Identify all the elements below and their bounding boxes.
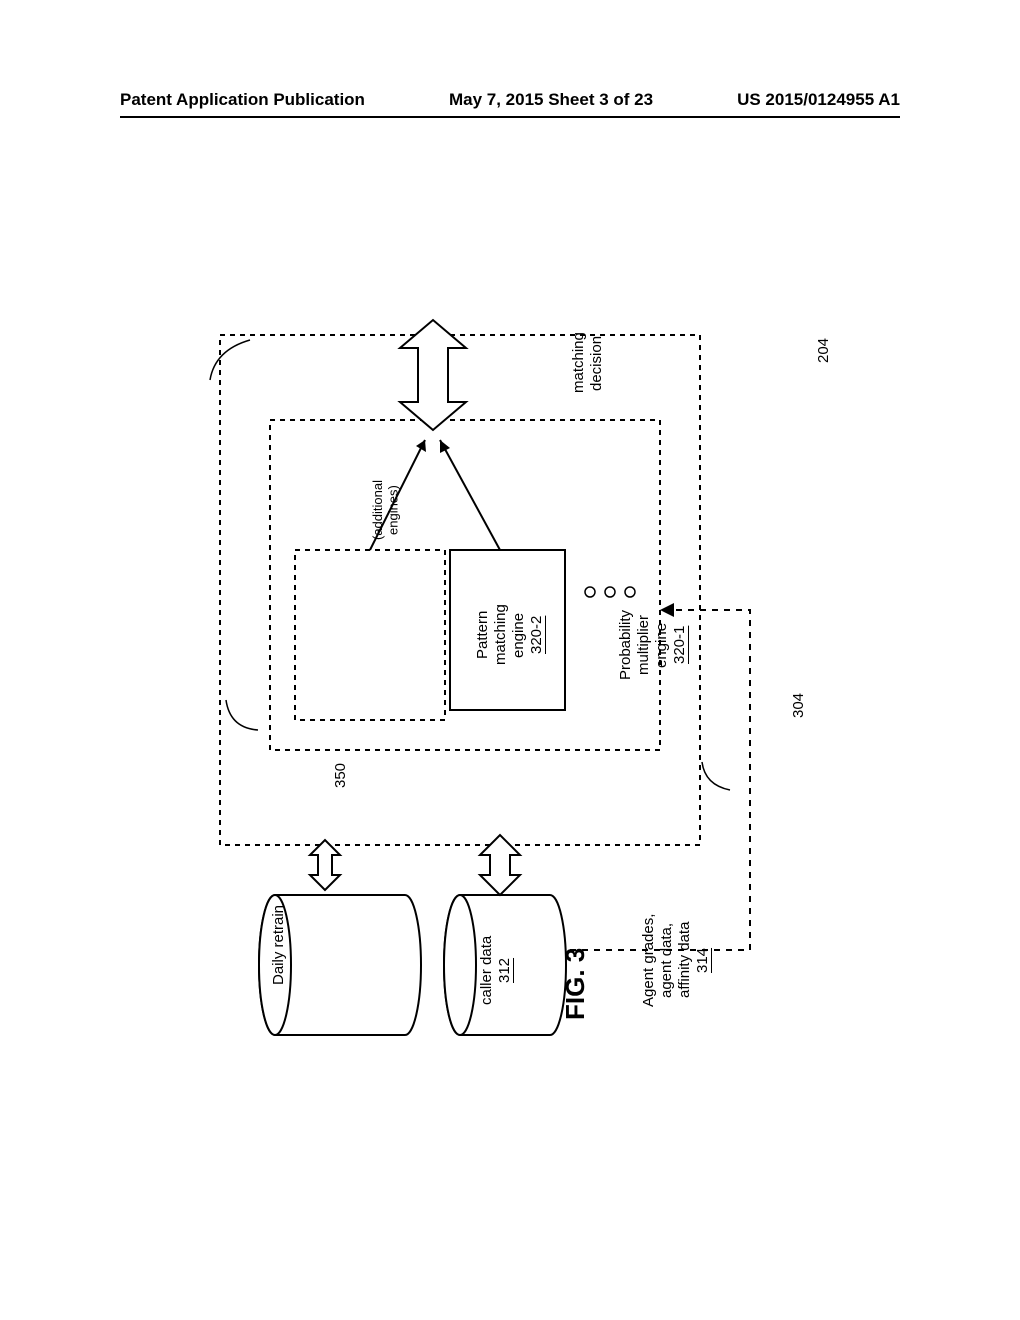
ref-350: 350 (332, 750, 350, 800)
engine-pattern-label: Pattern matching engine 320-2 (474, 565, 546, 705)
figure-label: FIG. 3 (560, 948, 591, 1020)
db-caller-label: caller data 312 (478, 900, 514, 1040)
page-header: Patent Application Publication May 7, 20… (120, 90, 900, 118)
header-mid: May 7, 2015 Sheet 3 of 23 (449, 90, 653, 110)
matching-decision-label: matching decision (570, 303, 606, 423)
additional-engines-label: (additional engines) (370, 445, 401, 575)
header-right: US 2015/0124955 A1 (737, 90, 900, 110)
db-agent-label: Agent grades, agent data, affinity data … (640, 875, 712, 1045)
ref-204: 204 (815, 325, 833, 375)
page: Patent Application Publication May 7, 20… (0, 0, 1020, 1320)
daily-retrain-label: Daily retrain (270, 855, 288, 1035)
figure-area: Agent grades, agent data, affinity data … (140, 300, 880, 1080)
engine-probability-label: Probability multiplier engine 320-1 (617, 570, 689, 720)
ref-304: 304 (790, 680, 808, 730)
header-left: Patent Application Publication (120, 90, 365, 110)
